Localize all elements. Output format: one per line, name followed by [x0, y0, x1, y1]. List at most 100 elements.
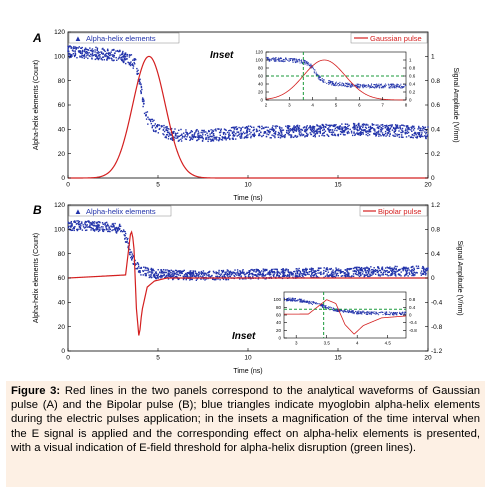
data-point [290, 272, 293, 274]
data-point [308, 273, 310, 276]
data-point [132, 254, 134, 257]
data-point [200, 278, 202, 280]
data-point [322, 80, 324, 82]
data-point [398, 136, 401, 138]
data-point [124, 57, 126, 60]
data-point [360, 266, 363, 269]
data-point [102, 223, 104, 225]
data-point [402, 136, 404, 139]
data-point [137, 262, 139, 265]
data-point [386, 134, 389, 136]
legend-box-right [359, 205, 428, 217]
data-point [192, 270, 194, 272]
data-point [253, 132, 256, 134]
data-point [176, 273, 178, 276]
data-point [276, 272, 279, 275]
data-point [352, 127, 354, 129]
data-point [137, 72, 140, 75]
data-point [359, 312, 361, 314]
data-point [203, 131, 206, 133]
data-point [70, 229, 73, 232]
data-point [119, 49, 121, 52]
data-point [413, 273, 415, 276]
data-point [298, 274, 301, 276]
data-point [399, 312, 401, 314]
data-point [309, 301, 311, 303]
data-point [393, 135, 395, 137]
data-point [272, 128, 275, 131]
data-point [409, 270, 412, 272]
data-point [93, 230, 96, 232]
data-point [260, 131, 262, 133]
data-point [328, 274, 331, 277]
data-point [391, 124, 394, 126]
data-point [370, 314, 372, 316]
data-point [396, 270, 398, 273]
data-point [87, 53, 89, 55]
data-point [178, 129, 180, 131]
data-point [150, 122, 153, 125]
data-point [389, 268, 391, 270]
data-point [97, 230, 100, 233]
data-point [331, 273, 333, 276]
data-point [318, 135, 320, 137]
data-point [337, 135, 340, 137]
data-point [100, 58, 102, 60]
data-point [316, 132, 318, 135]
data-point [135, 267, 137, 270]
data-point [271, 58, 273, 60]
data-point [335, 275, 338, 277]
data-point [200, 273, 203, 276]
data-point [292, 61, 294, 63]
data-point [335, 267, 337, 269]
data-point [352, 267, 355, 270]
data-point [189, 279, 191, 281]
data-point [298, 131, 301, 133]
data-point [194, 136, 196, 138]
data-point [316, 276, 318, 278]
data-point [252, 135, 255, 137]
data-point [212, 270, 215, 273]
data-point [258, 274, 261, 276]
data-point [285, 57, 287, 59]
figure: A 0 5 10 15 2002040608010012000.20.40.60.81 … [32, 29, 463, 375]
data-point [303, 60, 305, 62]
data-point [334, 127, 337, 129]
data-point [388, 267, 390, 269]
data-point [125, 62, 127, 65]
data-point [414, 132, 417, 135]
data-point [181, 270, 183, 273]
data-point [102, 226, 104, 228]
data-point [138, 80, 140, 83]
data-point [320, 305, 322, 307]
data-point [285, 131, 288, 134]
y2-tick-label: 0.4 [431, 127, 440, 134]
data-point [103, 59, 106, 61]
data-point [350, 130, 353, 132]
data-point [328, 275, 330, 278]
data-point [282, 129, 285, 131]
data-point [261, 128, 263, 130]
data-point [120, 230, 122, 233]
data-point [332, 84, 334, 86]
data-point [263, 275, 265, 277]
data-point [154, 272, 157, 274]
data-point [196, 139, 198, 142]
data-point [118, 228, 120, 230]
data-point [402, 87, 404, 89]
data-point [379, 85, 381, 87]
data-point [378, 312, 380, 313]
data-point [339, 83, 341, 85]
data-point [85, 48, 88, 50]
data-point [417, 267, 420, 269]
data-point [177, 273, 179, 275]
data-point [306, 271, 309, 274]
data-point [356, 85, 358, 87]
data-point [394, 130, 397, 133]
data-point [108, 54, 111, 57]
data-point [89, 55, 91, 57]
data-point [315, 270, 317, 272]
data-point [312, 269, 314, 271]
data-point [421, 267, 423, 270]
x-axis-label: Time (ns) [233, 368, 262, 375]
